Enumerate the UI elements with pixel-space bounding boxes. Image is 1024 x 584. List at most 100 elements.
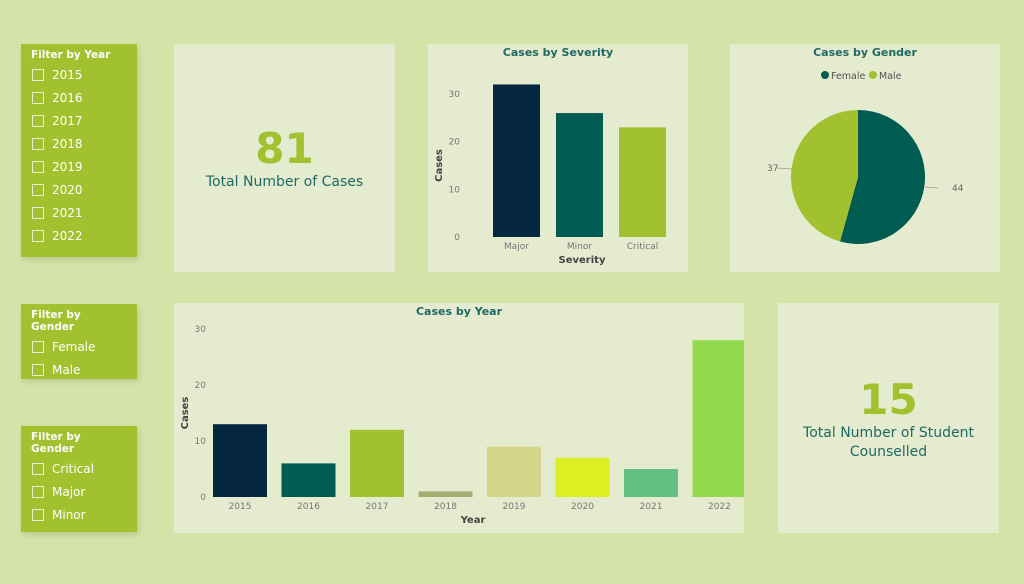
checkbox[interactable] — [32, 363, 44, 376]
checkbox[interactable] — [32, 206, 44, 219]
y-tick-label: 20 — [195, 381, 207, 391]
filter-title: Filter by Year — [31, 49, 111, 61]
chart-title: Cases by Year — [416, 305, 503, 318]
x-axis-title: Year — [460, 515, 486, 526]
checkbox[interactable] — [32, 508, 44, 521]
option-label: 2018 — [52, 136, 83, 151]
y-tick-label: 10 — [449, 185, 461, 195]
filter-title: Filter by Gender — [31, 431, 81, 455]
filter-option[interactable]: Critical — [21, 457, 137, 480]
bar — [493, 84, 540, 237]
x-tick-label: 2022 — [708, 502, 731, 512]
filter-option[interactable]: Minor — [21, 503, 137, 526]
kpi-value: 15 — [859, 374, 918, 424]
year-filter: Filter by Year 2015 2016 2017 2018 2019 2020 2… — [21, 44, 137, 257]
x-tick-label: 2015 — [229, 502, 252, 512]
y-tick-label: 20 — [449, 138, 461, 148]
severity-filter: Filter by Gender Critical Major Minor — [21, 426, 137, 532]
filter-option[interactable]: 2020 — [21, 178, 137, 201]
option-label: Major — [52, 484, 86, 499]
filter-option[interactable]: 2015 — [21, 63, 137, 86]
checkbox[interactable] — [32, 91, 44, 104]
bar — [556, 113, 603, 237]
pie-slice — [791, 110, 858, 242]
year-chart: Cases by Year 0 10 20 30 2015 2016 2017 2018 2019… — [174, 303, 747, 533]
filter-option[interactable]: 2018 — [21, 132, 137, 155]
legend-marker — [821, 71, 829, 79]
filter-option[interactable]: Female — [21, 335, 137, 358]
x-axis-title: Severity — [559, 255, 606, 266]
checkbox[interactable] — [32, 160, 44, 173]
severity-chart: Cases by Severity 0 10 20 30 Major Minor Critic… — [428, 44, 688, 272]
x-tick-label: 2016 — [297, 502, 320, 512]
option-label: 2020 — [52, 182, 83, 197]
kpi-label: Total Number of Cases — [205, 174, 364, 190]
filter-option[interactable]: 2021 — [21, 201, 137, 224]
chart-title: Cases by Severity — [503, 46, 613, 59]
x-tick-label: 2019 — [503, 502, 526, 512]
option-label: 2016 — [52, 90, 83, 105]
checkbox[interactable] — [32, 229, 44, 242]
option-label: 2017 — [52, 113, 83, 128]
bar — [418, 491, 473, 497]
option-label: Minor — [52, 507, 86, 522]
y-tick-label: 0 — [454, 233, 460, 243]
pie-slice — [840, 110, 925, 244]
checkbox[interactable] — [32, 183, 44, 196]
x-tick-label: Critical — [627, 242, 658, 252]
gender-filter: Filter by Gender Female Male — [21, 304, 137, 379]
checkbox[interactable] — [32, 137, 44, 150]
bar — [487, 446, 541, 497]
legend-marker — [869, 71, 877, 79]
x-tick-label: 2021 — [640, 502, 663, 512]
checkbox[interactable] — [32, 485, 44, 498]
legend-label: Female — [831, 71, 866, 82]
y-tick-label: 0 — [200, 493, 206, 503]
bar — [555, 457, 610, 497]
data-label: 44 — [952, 184, 964, 194]
option-label: 2019 — [52, 159, 83, 174]
data-label: 37 — [767, 164, 778, 174]
bar — [350, 429, 404, 497]
option-label: Male — [52, 362, 81, 377]
filter-title: Filter by Gender — [31, 309, 81, 333]
leader-line — [924, 186, 939, 189]
students-counselled-card: 15 Total Number of Student Counselled — [778, 303, 999, 533]
bar — [692, 340, 747, 497]
filter-option[interactable]: Male — [21, 358, 137, 381]
filter-option[interactable]: 2022 — [21, 224, 137, 247]
y-axis-title: Cases — [180, 397, 191, 430]
option-label: 2021 — [52, 205, 83, 220]
option-label: Critical — [52, 461, 94, 476]
y-tick-label: 30 — [195, 325, 207, 335]
y-tick-label: 30 — [449, 90, 461, 100]
filter-option[interactable]: 2017 — [21, 109, 137, 132]
checkbox[interactable] — [32, 114, 44, 127]
checkbox[interactable] — [32, 68, 44, 81]
checkbox[interactable] — [32, 462, 44, 475]
bar — [624, 469, 678, 497]
bar — [213, 424, 267, 497]
x-tick-label: Minor — [567, 242, 592, 252]
legend-label: Male — [879, 71, 902, 82]
y-axis-title: Cases — [434, 149, 445, 182]
total-cases-card: 81 Total Number of Cases — [174, 44, 395, 272]
x-tick-label: 2020 — [571, 502, 594, 512]
filter-option[interactable]: 2019 — [21, 155, 137, 178]
chart-title: Cases by Gender — [813, 46, 917, 59]
y-tick-label: 10 — [195, 437, 207, 447]
option-label: 2015 — [52, 67, 83, 82]
x-tick-label: 2017 — [366, 502, 389, 512]
bar — [619, 127, 666, 237]
filter-option[interactable]: 2016 — [21, 86, 137, 109]
x-tick-label: Major — [504, 242, 529, 252]
checkbox[interactable] — [32, 340, 44, 353]
leader-line — [776, 167, 793, 170]
kpi-value: 81 — [255, 124, 314, 173]
kpi-label: Total Number of Student Counselled — [803, 424, 974, 460]
option-label: Female — [52, 339, 96, 354]
x-tick-label: 2018 — [434, 502, 457, 512]
filter-option[interactable]: Major — [21, 480, 137, 503]
option-label: 2022 — [52, 228, 83, 243]
bar — [281, 463, 336, 497]
